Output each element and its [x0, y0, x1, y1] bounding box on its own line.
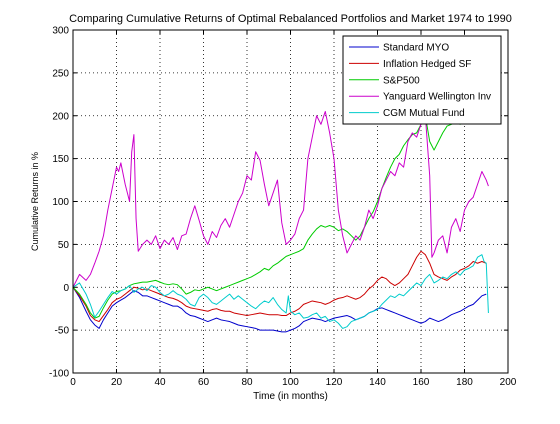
y-tick-label: -100 — [49, 369, 69, 380]
y-tick-label: 50 — [58, 240, 70, 251]
x-tick-label: 80 — [241, 377, 253, 388]
series-line-1 — [73, 286, 487, 333]
y-tick-label: -50 — [55, 326, 70, 337]
x-tick-label: 160 — [413, 377, 430, 388]
x-tick-label: 60 — [198, 377, 210, 388]
legend-label: Yanguard Wellington Inv — [383, 92, 491, 103]
x-axis-label: Time (in months) — [253, 391, 328, 402]
x-tick-label: 100 — [282, 377, 299, 388]
y-axis-label: Cumulative Returns in % — [30, 152, 40, 251]
series-line-3 — [73, 111, 472, 319]
y-tick-label: 150 — [52, 154, 69, 165]
y-tick-label: 100 — [52, 197, 69, 208]
series-lines — [73, 110, 489, 333]
legend-label: Standard MYO — [383, 43, 449, 54]
x-tick-label: 40 — [154, 377, 166, 388]
x-tick-label: 180 — [456, 377, 473, 388]
x-tick-label: 140 — [369, 377, 386, 388]
y-tick-label: 300 — [52, 26, 69, 37]
y-tick-label: 0 — [63, 283, 69, 294]
legend: Standard MYO Inflation Hedged SF S&P500 Yan… — [342, 35, 502, 125]
chart-title: Comparing Cumulative Returns of Optimal … — [69, 13, 512, 25]
grid — [73, 30, 508, 373]
legend-label: CGM Mutual Fund — [383, 108, 465, 119]
y-tick-label: 200 — [52, 111, 69, 122]
series-line-5 — [73, 254, 489, 329]
y-tick-label: 250 — [52, 68, 69, 79]
legend-label: Inflation Hedged SF — [383, 59, 471, 70]
legend-label: S&P500 — [383, 75, 420, 86]
x-tick-label: 120 — [326, 377, 343, 388]
x-tick-label: 200 — [500, 377, 517, 388]
axis-ticks: 0 20 40 60 80 100 120 140 160 180 200 -100 -50 0 50 100… — [49, 26, 517, 389]
x-tick-label: 0 — [70, 377, 76, 388]
x-tick-label: 20 — [111, 377, 123, 388]
